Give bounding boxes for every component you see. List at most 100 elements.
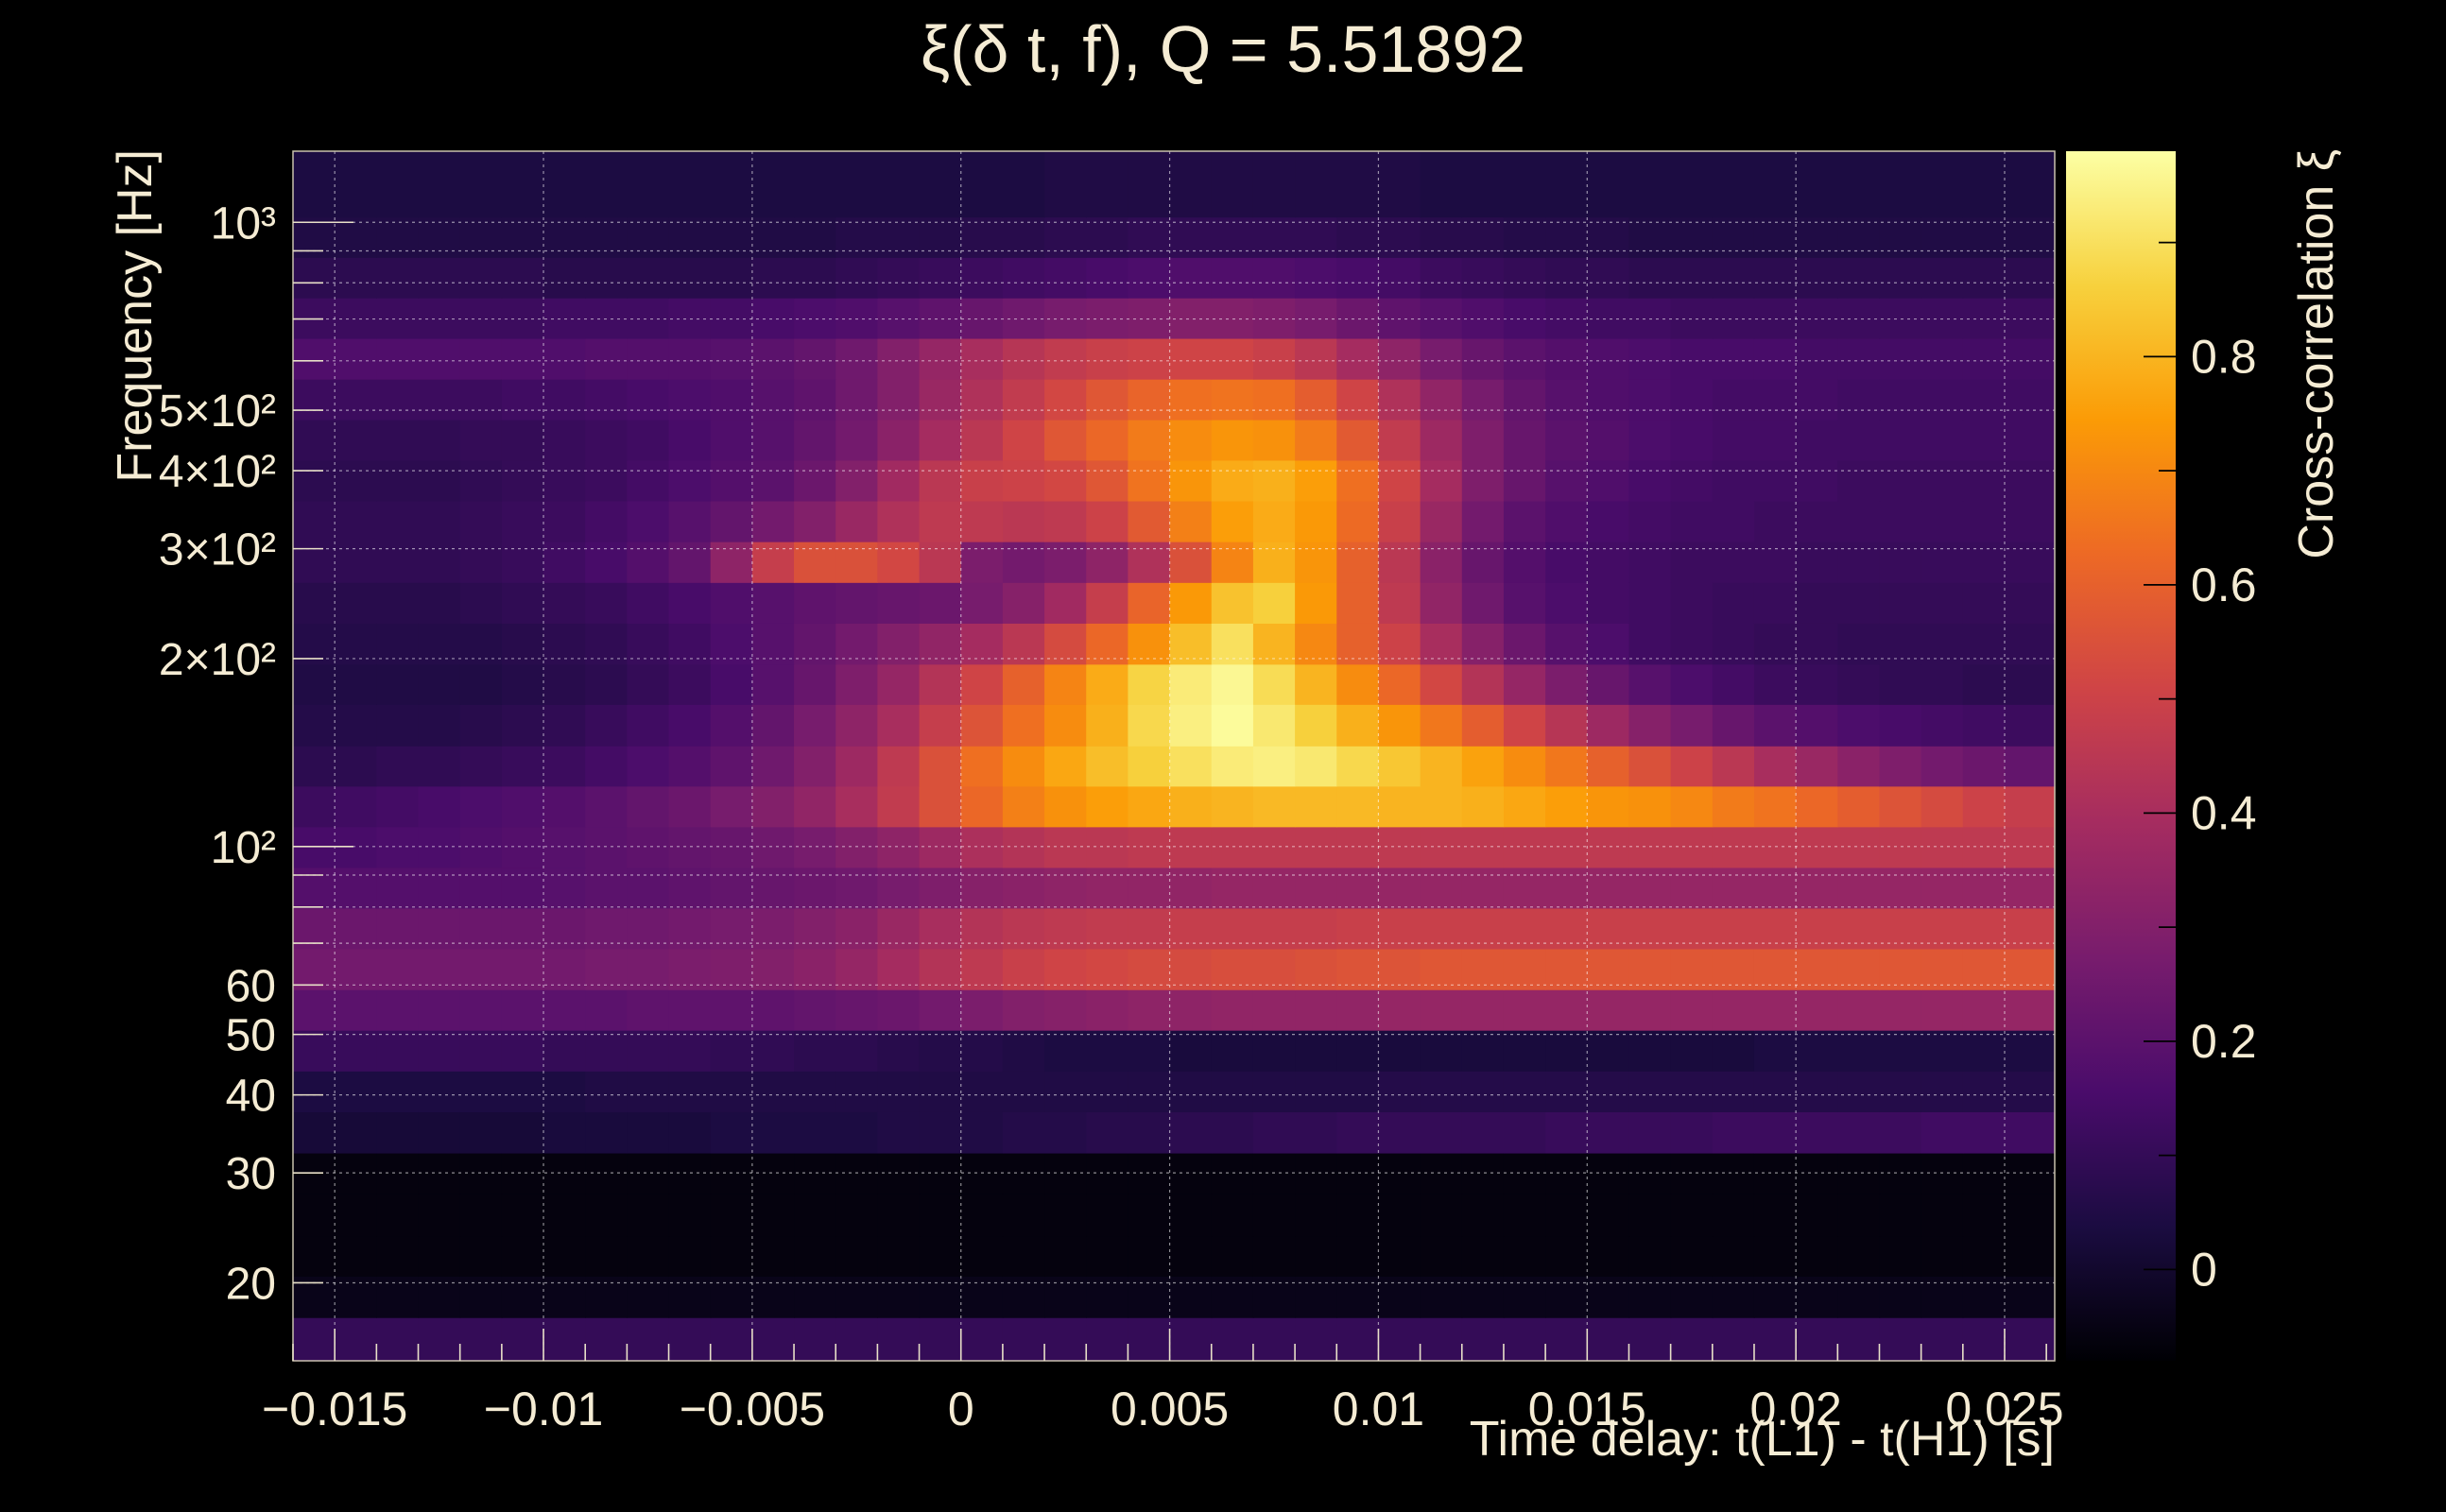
heatmap-cell bbox=[1128, 1111, 1171, 1154]
heatmap-cell bbox=[1002, 541, 1045, 583]
heatmap-cell bbox=[960, 1030, 1004, 1072]
heatmap-cell bbox=[1962, 257, 2006, 299]
heatmap-cell bbox=[710, 1111, 753, 1154]
heatmap-cell bbox=[1128, 541, 1171, 583]
heatmap-cell bbox=[835, 151, 878, 218]
heatmap-cell bbox=[543, 663, 586, 705]
heatmap-cell bbox=[1837, 216, 1881, 258]
heatmap-cell bbox=[1295, 1235, 1337, 1277]
heatmap-cell bbox=[919, 1194, 962, 1237]
heatmap-cell bbox=[501, 1071, 544, 1112]
heatmap-cell bbox=[418, 1030, 461, 1072]
colorbar-tick-label: 0.4 bbox=[2191, 786, 2257, 839]
heatmap-cell bbox=[1002, 379, 1045, 421]
heatmap-cell bbox=[1169, 1152, 1213, 1194]
heatmap-cell bbox=[1420, 216, 1463, 258]
heatmap-cell bbox=[1837, 1152, 1881, 1194]
heatmap-cell bbox=[1712, 1194, 1755, 1237]
heatmap-cell bbox=[1628, 867, 1672, 909]
heatmap-cell bbox=[1086, 541, 1129, 583]
heatmap-cell bbox=[418, 337, 461, 380]
heatmap-cell bbox=[1211, 337, 1254, 380]
heatmap-cell bbox=[1002, 1071, 1045, 1112]
heatmap-cell bbox=[960, 623, 1004, 665]
heatmap-cell bbox=[1628, 1317, 1672, 1362]
heatmap-cell bbox=[1628, 785, 1672, 828]
heatmap-cell bbox=[1837, 989, 1881, 1031]
heatmap-cell bbox=[501, 1194, 544, 1237]
heatmap-cell bbox=[835, 704, 878, 747]
heatmap-cell bbox=[960, 459, 1004, 502]
heatmap-cell bbox=[1670, 151, 1714, 218]
heatmap-cell bbox=[1670, 500, 1714, 542]
heatmap-cell bbox=[1378, 785, 1421, 828]
heatmap-cell bbox=[335, 663, 377, 705]
heatmap-cell bbox=[710, 663, 753, 705]
heatmap-cell bbox=[627, 1235, 670, 1277]
heatmap-cell bbox=[1420, 704, 1463, 747]
heatmap-cell bbox=[376, 907, 420, 950]
heatmap-cell bbox=[877, 257, 921, 299]
heatmap-cell bbox=[1336, 1194, 1380, 1237]
heatmap-cell bbox=[794, 785, 836, 828]
heatmap-cell bbox=[293, 1071, 336, 1112]
heatmap-cell bbox=[1211, 663, 1254, 705]
heatmap-cell bbox=[1211, 541, 1254, 583]
heatmap-cell bbox=[1587, 1194, 1630, 1237]
heatmap-cell bbox=[668, 663, 712, 705]
heatmap-cell bbox=[585, 1030, 628, 1072]
heatmap-cell bbox=[835, 1071, 878, 1112]
heatmap-cell bbox=[1628, 1152, 1672, 1194]
heatmap-cell bbox=[1796, 1194, 1838, 1237]
heatmap-cell bbox=[1252, 1152, 1296, 1194]
heatmap-cell bbox=[1461, 500, 1505, 542]
heatmap-cell bbox=[1169, 704, 1213, 747]
heatmap-cell bbox=[794, 907, 836, 950]
heatmap-cell bbox=[459, 337, 503, 380]
heatmap-cell bbox=[501, 379, 544, 421]
heatmap-cell bbox=[835, 379, 878, 421]
heatmap-cell bbox=[1086, 1111, 1129, 1154]
heatmap-cell bbox=[1295, 1276, 1337, 1318]
heatmap-cell bbox=[751, 1152, 795, 1194]
heatmap-cell bbox=[459, 459, 503, 502]
heatmap-cell bbox=[335, 623, 377, 665]
heatmap-cell bbox=[877, 663, 921, 705]
heatmap-cell bbox=[1796, 500, 1838, 542]
heatmap-cell bbox=[459, 151, 503, 218]
heatmap-cell bbox=[1169, 1317, 1213, 1362]
heatmap-cell bbox=[335, 1152, 377, 1194]
heatmap-cell bbox=[1169, 746, 1213, 787]
heatmap-cell bbox=[919, 420, 962, 461]
heatmap-cell bbox=[501, 216, 544, 258]
heatmap-cell bbox=[1503, 541, 1546, 583]
heatmap-cell bbox=[1712, 216, 1755, 258]
heatmap-cell bbox=[1002, 216, 1045, 258]
heatmap-cell bbox=[1461, 989, 1505, 1031]
heatmap-cell bbox=[1587, 420, 1630, 461]
heatmap-cell bbox=[1587, 337, 1630, 380]
heatmap-cell bbox=[1545, 623, 1588, 665]
heatmap-cell bbox=[1712, 907, 1755, 950]
heatmap-cell bbox=[1962, 1235, 2006, 1277]
heatmap-cell bbox=[1044, 785, 1087, 828]
heatmap-cell bbox=[1378, 623, 1421, 665]
heatmap-cell bbox=[1002, 500, 1045, 542]
heatmap-cell bbox=[293, 379, 336, 421]
heatmap-cell bbox=[1336, 746, 1380, 787]
heatmap-cell bbox=[501, 582, 544, 624]
heatmap-cell bbox=[293, 420, 336, 461]
heatmap-cell bbox=[293, 1235, 336, 1277]
heatmap-cell bbox=[2005, 1071, 2056, 1112]
heatmap-cell bbox=[1295, 1194, 1337, 1237]
heatmap-cell bbox=[1461, 216, 1505, 258]
heatmap-cell bbox=[919, 216, 962, 258]
heatmap-cell bbox=[1837, 420, 1881, 461]
heatmap-cell bbox=[2005, 541, 2056, 583]
heatmap-cell bbox=[668, 1071, 712, 1112]
heatmap-cell bbox=[1545, 582, 1588, 624]
heatmap-cell bbox=[1461, 298, 1505, 339]
heatmap-cell bbox=[1128, 746, 1171, 787]
heatmap-cell bbox=[1753, 1152, 1797, 1194]
heatmap-cell bbox=[293, 867, 336, 909]
